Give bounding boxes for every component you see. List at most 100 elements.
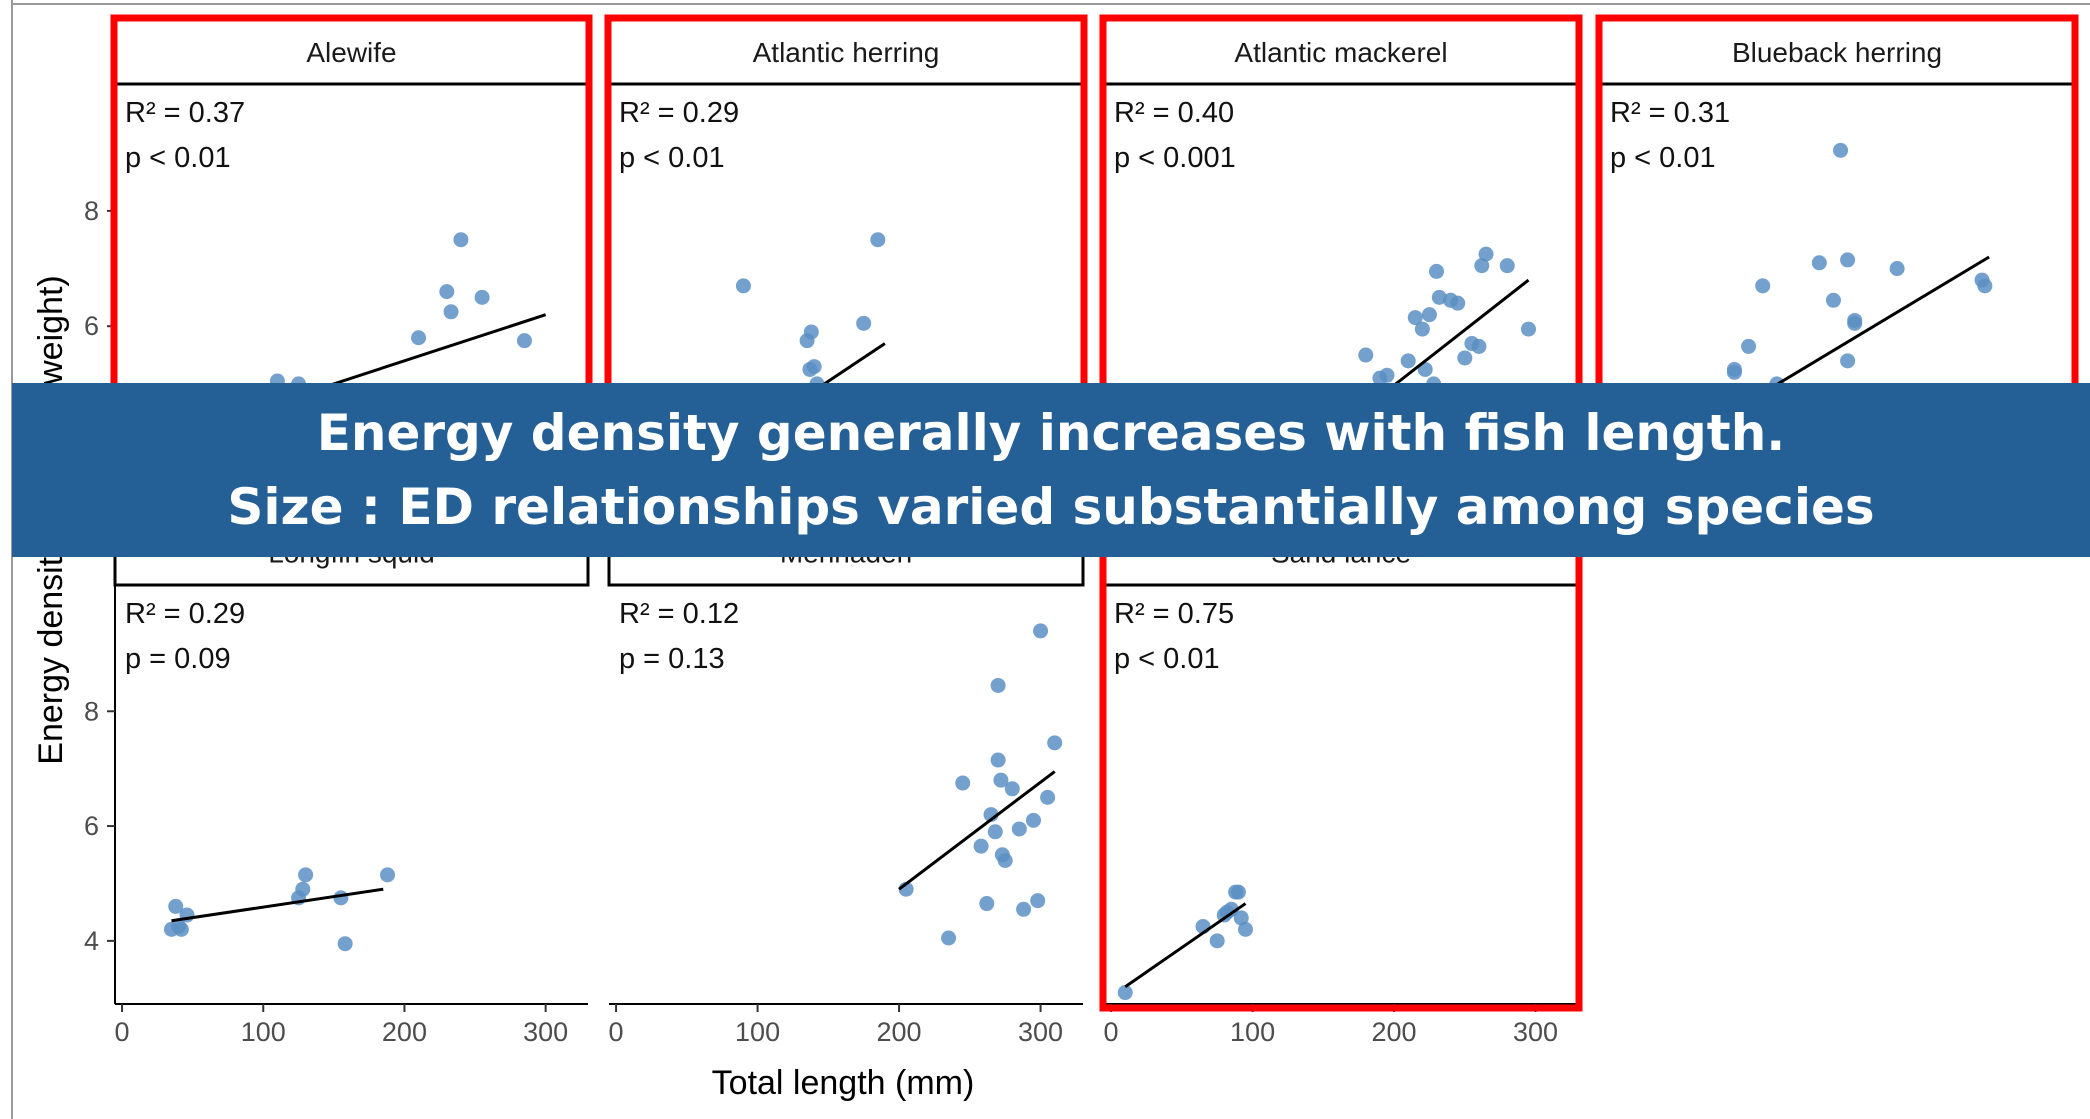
r-squared-label: R² = 0.75 (1114, 598, 1234, 630)
data-point (993, 772, 1009, 788)
data-point (806, 359, 822, 375)
data-point (1431, 289, 1447, 305)
data-point (1047, 735, 1063, 751)
p-value-label: p < 0.01 (1610, 142, 1716, 174)
data-point (1379, 367, 1395, 383)
banner-line-1: Energy density generally increases with … (316, 404, 1786, 462)
data-point (987, 824, 1003, 840)
data-point (941, 930, 957, 946)
data-point (168, 898, 184, 914)
regression-line (1124, 902, 1247, 989)
panel-title: Atlantic mackerel (1234, 37, 1447, 68)
x-tick-label: 100 (1230, 1017, 1275, 1047)
data-point (453, 232, 469, 248)
x-tick-label: 100 (241, 1017, 286, 1047)
x-tick-label: 200 (1372, 1017, 1417, 1047)
x-tick-label: 0 (609, 1017, 624, 1047)
data-point (337, 936, 353, 952)
r-squared-label: R² = 0.40 (1114, 97, 1234, 129)
data-point (1840, 353, 1856, 369)
data-point (439, 284, 455, 300)
panel-strip (1598, 18, 2076, 86)
r-squared-label: R² = 0.37 (125, 97, 245, 129)
data-point (1429, 263, 1445, 279)
summary-banner: Energy density generally increases with … (12, 383, 2090, 557)
data-point (1025, 812, 1041, 828)
x-tick-label: 0 (115, 1017, 130, 1047)
points-menhaden (898, 623, 1063, 946)
data-point (1977, 278, 1993, 294)
data-point (443, 304, 459, 320)
r-squared-label: R² = 0.12 (619, 598, 739, 630)
data-point (1209, 933, 1225, 949)
y-tick-label: 4 (84, 926, 99, 956)
data-point (997, 853, 1013, 869)
data-point (1825, 292, 1841, 308)
x-tick-label: 100 (735, 1017, 780, 1047)
data-point (990, 677, 1006, 693)
p-value-label: p < 0.01 (619, 142, 725, 174)
y-tick-label: 8 (84, 696, 99, 726)
data-point (1233, 910, 1249, 926)
data-point (955, 775, 971, 791)
r-squared-label: R² = 0.31 (1610, 97, 1730, 129)
p-value-label: p = 0.09 (125, 643, 231, 675)
data-point (1457, 350, 1473, 366)
data-point (1741, 338, 1757, 354)
data-point (1033, 623, 1049, 639)
regression-line (171, 887, 384, 923)
data-point (973, 838, 989, 854)
data-point (1421, 307, 1437, 323)
p-value-label: p < 0.001 (1114, 142, 1236, 174)
data-point (1016, 901, 1032, 917)
data-point (1030, 893, 1046, 909)
panel-title: Alewife (306, 37, 396, 68)
data-point (1040, 789, 1056, 805)
data-point (979, 896, 995, 912)
r-squared-label: R² = 0.29 (125, 598, 245, 630)
data-point (735, 278, 751, 294)
data-point (295, 881, 311, 897)
data-point (1478, 246, 1494, 262)
x-tick-label: 0 (1104, 1017, 1119, 1047)
y-tick-label: 6 (84, 311, 99, 341)
points-blueback-herring (1726, 142, 1993, 421)
data-point (1520, 321, 1536, 337)
data-point (1471, 338, 1487, 354)
p-value-label: p = 0.13 (619, 643, 725, 675)
x-tick-label: 300 (523, 1017, 568, 1047)
panel-title: Atlantic herring (753, 37, 940, 68)
data-point (1811, 255, 1827, 271)
banner-line-2: Size : ED relationships varied substanti… (227, 478, 1875, 536)
data-point (1847, 312, 1863, 328)
points-longfin-squid (163, 867, 396, 952)
x-axis-title: Total length (mm) (712, 1064, 975, 1102)
data-point (803, 324, 819, 340)
data-point (298, 867, 314, 883)
panel-title: Blueback herring (1732, 37, 1942, 68)
data-point (1414, 321, 1430, 337)
data-point (1358, 347, 1374, 363)
data-point (1004, 781, 1020, 797)
data-point (1889, 261, 1905, 277)
data-point (1450, 295, 1466, 311)
data-point (516, 333, 532, 349)
data-point (1833, 142, 1849, 158)
data-point (1400, 353, 1416, 369)
data-point (1474, 258, 1490, 274)
p-value-label: p < 0.01 (125, 142, 231, 174)
data-point (1219, 904, 1235, 920)
p-value-label: p < 0.01 (1114, 643, 1220, 675)
data-point (411, 330, 427, 346)
panel-strip (113, 18, 590, 86)
x-tick-label: 300 (1513, 1017, 1558, 1047)
data-point (1011, 821, 1027, 837)
data-point (474, 289, 490, 305)
data-point (1237, 921, 1253, 937)
x-tick-label: 200 (382, 1017, 427, 1047)
r-squared-label: R² = 0.29 (619, 97, 739, 129)
data-point (1407, 310, 1423, 326)
